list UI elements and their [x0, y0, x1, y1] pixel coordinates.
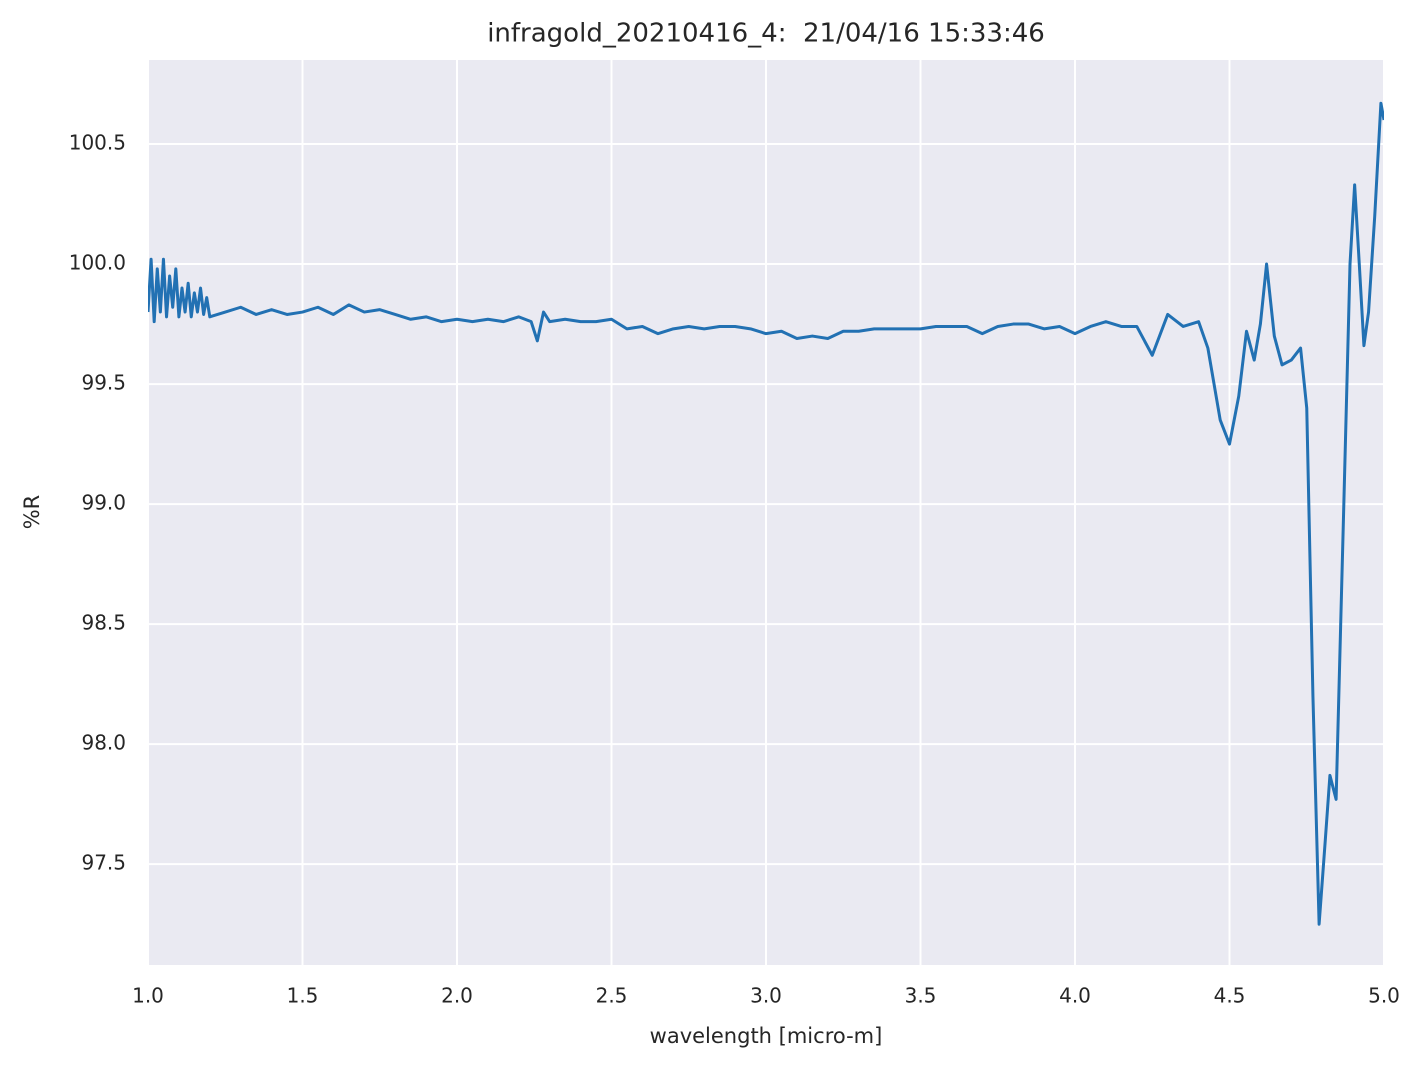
- chart-title: infragold_20210416_4: 21/04/16 15:33:46: [487, 19, 1045, 49]
- y-tick-label: 100.5: [69, 131, 126, 155]
- y-axis-label: %R: [20, 495, 44, 530]
- data-line: [148, 101, 1384, 926]
- y-tick-label: 98.5: [81, 611, 126, 635]
- x-tick-label: 3.0: [750, 984, 782, 1008]
- x-tick-label: 2.0: [441, 984, 473, 1008]
- x-tick-label: 2.5: [596, 984, 628, 1008]
- x-tick-label: 1.0: [132, 984, 164, 1008]
- y-tick-label: 97.5: [81, 851, 126, 875]
- x-axis-label: wavelength [micro-m]: [650, 1024, 883, 1048]
- x-tick-label: 3.5: [905, 984, 937, 1008]
- x-tick-label: 1.5: [287, 984, 319, 1008]
- y-tick-label: 99.0: [81, 491, 126, 515]
- y-tick-label: 99.5: [81, 371, 126, 395]
- x-tick-label: 4.5: [1214, 984, 1246, 1008]
- y-tick-label: 98.0: [81, 731, 126, 755]
- x-tick-label: 5.0: [1368, 984, 1400, 1008]
- x-tick-label: 4.0: [1059, 984, 1091, 1008]
- y-tick-label: 100.0: [69, 251, 126, 275]
